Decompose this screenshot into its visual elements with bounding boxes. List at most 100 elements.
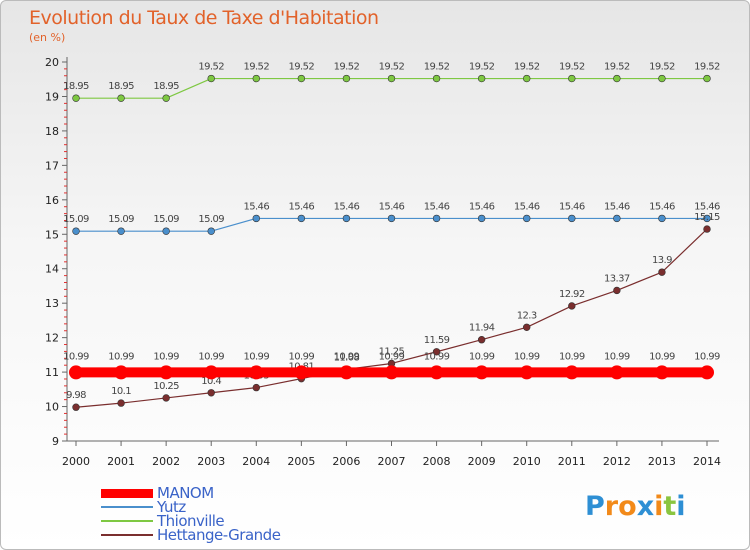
data-point <box>207 227 215 235</box>
data-point <box>72 227 80 235</box>
data-point <box>114 365 129 380</box>
data-label: 19.52 <box>649 62 675 73</box>
data-point <box>294 365 309 380</box>
x-tick-label: 2004 <box>242 455 270 468</box>
series-manom: 10.99 10.99 10.99 10.99 10.99 10.99 10.99 10.99… <box>63 351 721 380</box>
data-point <box>519 365 534 380</box>
legend-swatch <box>101 506 153 508</box>
data-label: 15.46 <box>604 201 630 212</box>
data-label: 12.3 <box>517 310 537 321</box>
y-tick-label: 18 <box>45 125 59 138</box>
data-label: 15.46 <box>469 201 495 212</box>
data-point <box>342 74 351 83</box>
data-point <box>432 348 441 356</box>
data-label: 15.46 <box>379 201 405 212</box>
legend-swatch <box>101 488 153 498</box>
series-thionville: 18.95 18.95 18.95 19.52 19.52 19.52 19.52 19.52… <box>63 62 721 102</box>
legend-swatch <box>101 520 153 522</box>
data-label: 19.52 <box>243 62 269 73</box>
y-tick-label: 9 <box>52 435 59 448</box>
data-label: 10.99 <box>424 351 450 362</box>
data-label: 10.99 <box>243 351 269 362</box>
y-tick-label: 20 <box>45 56 59 69</box>
data-point <box>523 323 531 331</box>
data-point <box>700 365 714 380</box>
data-label: 10.99 <box>559 351 585 362</box>
data-point <box>613 214 621 223</box>
data-label: 10.99 <box>379 351 405 362</box>
data-label: 10.99 <box>694 351 720 362</box>
data-point <box>613 286 621 295</box>
data-label: 15.46 <box>424 201 450 212</box>
data-point <box>568 214 576 223</box>
data-point <box>297 214 306 223</box>
data-point <box>523 214 531 223</box>
data-label: 19.52 <box>694 62 720 73</box>
x-tick-label: 2000 <box>62 455 90 468</box>
x-tick-label: 2003 <box>197 455 225 468</box>
data-label: 19.52 <box>469 62 495 73</box>
data-label: 19.52 <box>559 62 585 73</box>
proxiti-logo: Proxiti <box>585 491 686 522</box>
data-label: 10.99 <box>649 351 675 362</box>
x-tick-label: 2008 <box>423 455 451 468</box>
data-point <box>204 365 219 380</box>
data-point <box>117 227 125 235</box>
data-point <box>207 74 215 83</box>
y-tick-label: 11 <box>45 366 59 379</box>
data-point <box>613 74 621 83</box>
x-tick-label: 2009 <box>468 455 496 468</box>
data-point <box>658 74 666 83</box>
data-point <box>384 365 399 380</box>
data-label: 19.52 <box>379 62 405 73</box>
logo-letter: x <box>636 491 655 522</box>
data-label: 11.25 <box>379 346 405 357</box>
data-point <box>252 74 260 83</box>
y-tick-label: 13 <box>45 297 59 310</box>
chart-subtitle: (en %) <box>29 31 66 44</box>
logo-letter: r <box>604 491 619 522</box>
data-label: 15.09 <box>108 214 134 225</box>
data-point <box>162 394 170 402</box>
data-point <box>72 403 80 411</box>
series-yutz: 15.09 15.09 15.09 15.09 15.46 15.46 15.46 15.46… <box>63 201 721 235</box>
logo-letter: i <box>676 491 686 522</box>
data-label: 13.9 <box>652 255 672 266</box>
data-label: 11.08 <box>334 352 360 363</box>
data-point <box>658 268 666 276</box>
data-point <box>339 365 354 380</box>
data-point <box>658 214 666 223</box>
legend-label: Hettange-Grande <box>157 526 281 544</box>
y-tick-label: 14 <box>45 263 59 276</box>
data-label: 19.52 <box>514 62 540 73</box>
data-label: 19.52 <box>198 62 224 73</box>
data-label: 10.99 <box>63 351 89 362</box>
data-label: 15.09 <box>153 214 179 225</box>
x-tick-label: 2012 <box>603 455 631 468</box>
logo-letter: t <box>663 491 677 522</box>
data-label: 10.99 <box>334 351 360 362</box>
data-label: 18.95 <box>63 81 89 92</box>
data-label: 15.46 <box>243 201 269 212</box>
y-tick-label: 16 <box>45 194 59 207</box>
data-label: 11.94 <box>469 323 495 334</box>
data-point <box>387 214 396 223</box>
data-label: 19.52 <box>424 62 450 73</box>
data-label: 11.59 <box>424 335 450 346</box>
data-point <box>568 74 576 83</box>
data-label: 15.46 <box>514 201 540 212</box>
data-label: 13.37 <box>604 273 630 284</box>
legend-swatch <box>101 534 153 536</box>
data-point <box>387 74 396 83</box>
data-label: 10.99 <box>514 351 540 362</box>
data-point <box>117 399 125 407</box>
x-tick-label: 2005 <box>287 455 315 468</box>
data-point <box>429 365 444 380</box>
data-point <box>523 74 531 83</box>
data-label: 10.99 <box>153 351 179 362</box>
series-hettange-grande: 9.9810.110.2510.410.5510.8111.0811.2511.… <box>66 212 721 411</box>
data-label: 15.46 <box>694 201 720 212</box>
data-label: 10.99 <box>604 351 630 362</box>
data-point <box>207 389 215 397</box>
